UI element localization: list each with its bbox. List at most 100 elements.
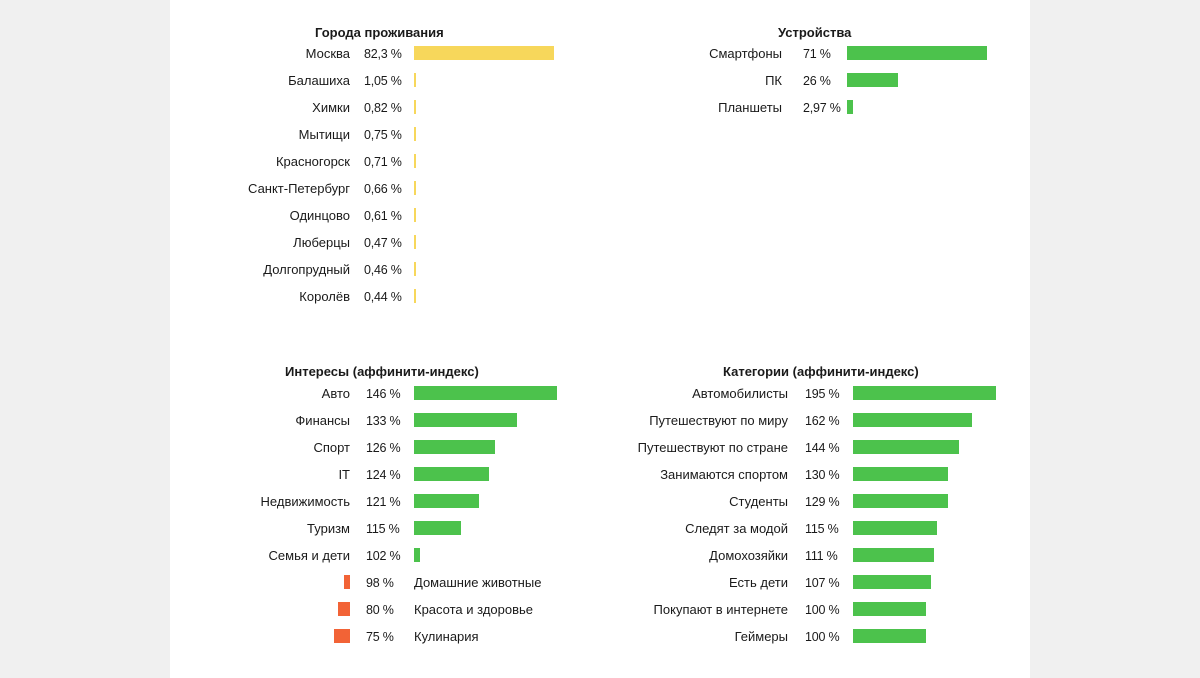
category-label: Планшеты xyxy=(718,100,782,115)
report-panel: Города проживания Москва 82,3 % Балашиха 1,… xyxy=(170,0,1030,678)
bar xyxy=(414,386,557,400)
category-label: Путешествуют по миру xyxy=(649,413,788,428)
data-label: 115 % xyxy=(366,522,400,536)
category-label: Автомобилисты xyxy=(692,386,788,401)
data-label: 98 % xyxy=(366,576,394,590)
category-label: Есть дети xyxy=(729,575,788,590)
chart-title: Категории (аффинити-индекс) xyxy=(723,364,919,379)
data-label: 0,66 % xyxy=(364,182,402,196)
data-label: 146 % xyxy=(366,387,401,401)
bar xyxy=(853,521,938,535)
bar xyxy=(414,413,517,427)
data-label: 0,44 % xyxy=(364,290,402,304)
category-label: Домохозяйки xyxy=(709,548,788,563)
data-label: 0,82 % xyxy=(364,101,402,115)
data-label: 2,97 % xyxy=(803,101,841,115)
data-label: 82,3 % xyxy=(364,47,402,61)
data-label: 0,46 % xyxy=(364,263,402,277)
data-label: 1,05 % xyxy=(364,74,402,88)
bar xyxy=(853,494,948,508)
data-label: 75 % xyxy=(366,630,394,644)
data-label: 121 % xyxy=(366,495,401,509)
category-label: Долгопрудный xyxy=(263,262,350,277)
data-label: 100 % xyxy=(805,630,840,644)
category-label: Семья и дети xyxy=(268,548,350,563)
category-label: Кулинария xyxy=(414,629,479,644)
bar xyxy=(853,629,927,643)
category-label: Геймеры xyxy=(734,629,788,644)
bar xyxy=(414,521,461,535)
category-label: Балашиха xyxy=(288,73,350,88)
category-label: Домашние животные xyxy=(414,575,542,590)
bar xyxy=(414,262,416,276)
category-label: Королёв xyxy=(299,289,350,304)
category-label: Смартфоны xyxy=(709,46,782,61)
bar xyxy=(847,46,987,60)
bar xyxy=(414,235,416,249)
bar xyxy=(414,467,489,481)
bar xyxy=(853,413,972,427)
data-label: 102 % xyxy=(366,549,401,563)
chart-title: Интересы (аффинити-индекс) xyxy=(285,364,479,379)
category-label: Красота и здоровье xyxy=(414,602,534,617)
data-label: 195 % xyxy=(805,387,840,401)
bar xyxy=(853,467,949,481)
category-label: Москва xyxy=(305,46,350,61)
bar xyxy=(853,386,996,400)
data-label: 107 % xyxy=(805,576,840,590)
bar xyxy=(853,575,932,589)
data-label: 26 % xyxy=(803,74,831,88)
data-label: 133 % xyxy=(366,414,401,428)
bar xyxy=(414,548,421,562)
bar xyxy=(414,494,480,508)
category-label: Туризм xyxy=(307,521,350,536)
data-label: 126 % xyxy=(366,441,401,455)
bar-negative xyxy=(337,602,350,616)
data-label: 100 % xyxy=(805,603,840,617)
bar xyxy=(414,154,416,168)
data-label: 130 % xyxy=(805,468,840,482)
category-label: ПК xyxy=(765,73,782,88)
bar xyxy=(414,100,416,114)
category-label: Студенты xyxy=(729,494,788,509)
category-label: Одинцово xyxy=(289,208,350,223)
bar xyxy=(853,440,959,454)
data-label: 0,75 % xyxy=(364,128,402,142)
category-label: Недвижимость xyxy=(260,494,350,509)
data-label: 115 % xyxy=(805,522,839,536)
bar xyxy=(414,289,416,303)
category-label: Мытищи xyxy=(298,127,350,142)
category-label: Занимаются спортом xyxy=(660,467,788,482)
chart-title: Города проживания xyxy=(315,25,444,40)
category-label: Покупают в интернете xyxy=(653,602,788,617)
category-label: Химки xyxy=(312,100,350,115)
category-label: Финансы xyxy=(295,413,350,428)
category-label: Следят за модой xyxy=(685,521,788,536)
category-label: IT xyxy=(338,467,350,482)
data-label: 144 % xyxy=(805,441,840,455)
category-label: Авто xyxy=(321,386,350,401)
data-label: 0,71 % xyxy=(364,155,402,169)
data-label: 124 % xyxy=(366,468,401,482)
bar xyxy=(414,181,416,195)
data-label: 129 % xyxy=(805,495,840,509)
bar xyxy=(853,602,927,616)
bar xyxy=(853,548,935,562)
bar xyxy=(414,127,416,141)
category-label: Люберцы xyxy=(293,235,350,250)
bar-negative xyxy=(344,575,350,589)
bar xyxy=(414,73,416,87)
category-label: Красногорск xyxy=(275,154,350,169)
data-label: 111 % xyxy=(805,549,838,563)
bar xyxy=(414,440,495,454)
bar xyxy=(847,73,899,87)
data-label: 0,47 % xyxy=(364,236,402,250)
bar xyxy=(414,208,416,222)
data-label: 162 % xyxy=(805,414,840,428)
data-label: 0,61 % xyxy=(364,209,402,223)
data-label: 80 % xyxy=(366,603,394,617)
chart-title: Устройства xyxy=(778,25,852,40)
category-label: Санкт-Петербург xyxy=(248,181,350,196)
bar xyxy=(847,100,853,114)
bar xyxy=(414,46,554,60)
